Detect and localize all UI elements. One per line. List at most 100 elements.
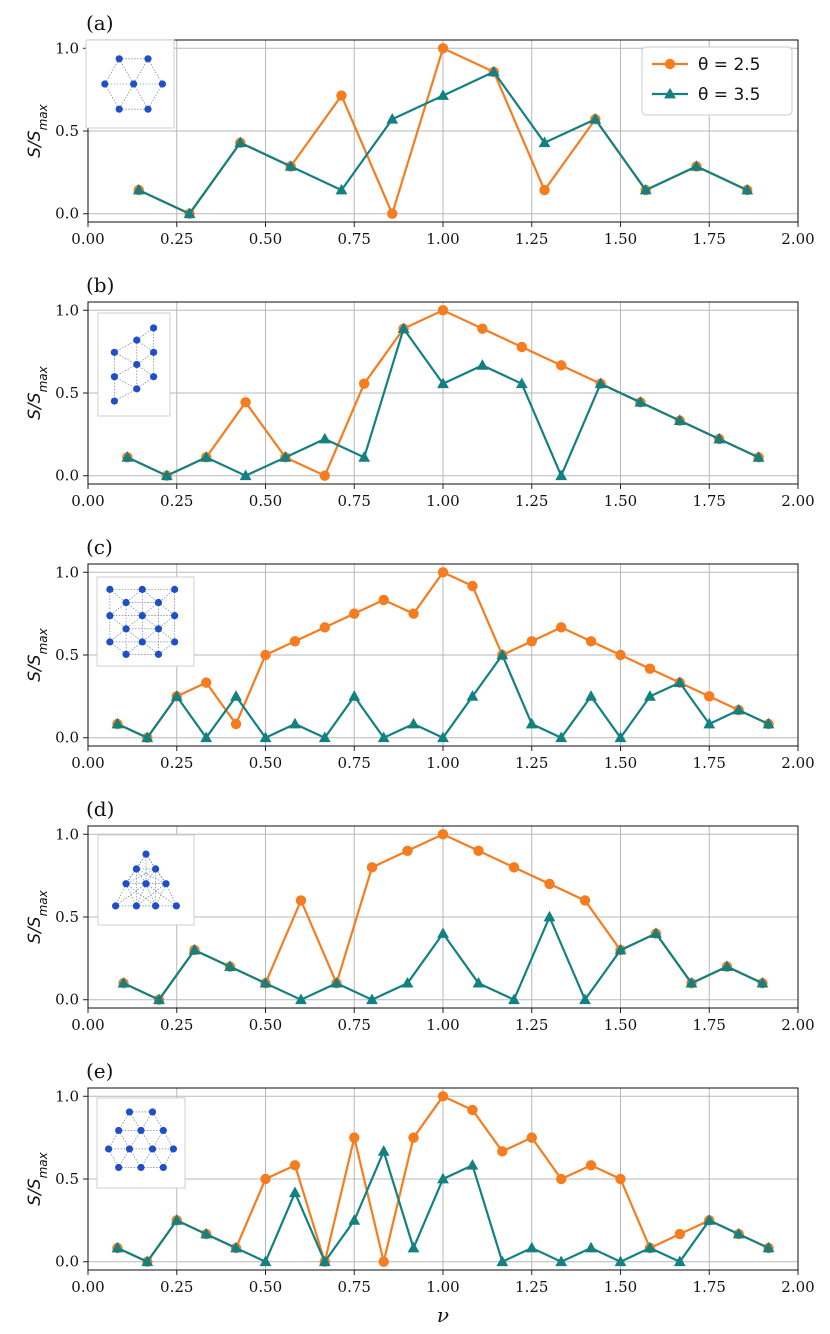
lattice-site bbox=[159, 1126, 167, 1135]
data-point bbox=[539, 184, 550, 196]
lattice-site bbox=[122, 650, 130, 658]
data-point bbox=[615, 1173, 626, 1185]
data-point bbox=[544, 878, 555, 890]
data-point bbox=[377, 1145, 390, 1156]
lattice-site bbox=[138, 638, 146, 646]
data-point bbox=[690, 160, 703, 171]
lattice-site bbox=[106, 638, 114, 646]
data-point bbox=[408, 608, 419, 619]
data-point bbox=[639, 183, 652, 195]
data-point bbox=[111, 717, 124, 729]
data-point bbox=[752, 451, 765, 462]
data-point bbox=[497, 1146, 508, 1157]
y-axis-label-main: S/S bbox=[25, 654, 45, 682]
lattice-site bbox=[144, 105, 152, 113]
x-tick-label: 0.00 bbox=[71, 1016, 104, 1034]
y-axis-label-subscript: max bbox=[36, 889, 50, 916]
data-point bbox=[239, 469, 252, 481]
data-point bbox=[594, 377, 607, 389]
x-tick-label: 0.00 bbox=[71, 230, 104, 248]
data-point bbox=[336, 90, 347, 101]
data-point bbox=[378, 594, 389, 606]
x-tick-label: 1.50 bbox=[604, 230, 637, 248]
data-point bbox=[615, 649, 626, 661]
data-point bbox=[508, 862, 520, 873]
lattice-bond bbox=[114, 364, 137, 377]
lattice-site bbox=[154, 650, 163, 658]
y-axis-label-subscript: max bbox=[36, 627, 50, 654]
data-point bbox=[756, 976, 769, 988]
y-tick-label: 1.0 bbox=[55, 825, 79, 843]
data-point bbox=[487, 65, 500, 77]
data-point bbox=[437, 1091, 449, 1102]
x-tick-label: 2.00 bbox=[781, 230, 814, 248]
lattice-site bbox=[150, 348, 158, 356]
x-tick-label: 0.75 bbox=[338, 754, 371, 772]
legend-marker-triangle bbox=[664, 87, 676, 99]
x-tick-label: 0.25 bbox=[160, 1016, 193, 1034]
data-point bbox=[407, 1241, 420, 1253]
lattice-bond bbox=[147, 83, 163, 110]
lattice-site bbox=[154, 625, 163, 633]
data-point bbox=[348, 690, 361, 701]
x-tick-label: 1.00 bbox=[426, 754, 459, 772]
lattice-site bbox=[138, 585, 146, 593]
data-point bbox=[762, 717, 775, 729]
chart-panel-c: 0.00 0.25 0.50 0.75 1.00 1.25 1.50 1.75 2.00 0.0 0… bbox=[25, 535, 815, 772]
x-tick-label: 1.50 bbox=[604, 1278, 637, 1296]
data-point bbox=[437, 89, 449, 100]
lattice-site bbox=[101, 80, 109, 88]
x-tick-label: 1.50 bbox=[604, 1016, 637, 1034]
data-point bbox=[543, 910, 556, 922]
lattice-bond bbox=[147, 58, 163, 85]
panel-label: (a) bbox=[86, 11, 114, 35]
data-point bbox=[160, 469, 173, 481]
lattice-site bbox=[125, 1145, 134, 1153]
lattice-site bbox=[115, 105, 123, 113]
data-point bbox=[318, 1255, 331, 1267]
chart-panel-a: 0.00 0.25 0.50 0.75 1.00 1.25 1.50 1.75 2.00 0.0 0… bbox=[25, 11, 815, 248]
data-point bbox=[741, 183, 754, 195]
chart-panel-b: 0.00 0.25 0.50 0.75 1.00 1.25 1.50 1.75 2.00 0.0 0… bbox=[25, 273, 815, 510]
data-point bbox=[117, 976, 130, 988]
x-tick-label: 1.00 bbox=[426, 1278, 459, 1296]
data-point bbox=[234, 136, 247, 148]
lattice-site bbox=[115, 1163, 123, 1172]
data-point bbox=[555, 1255, 568, 1267]
lattice-bond bbox=[155, 883, 167, 907]
lattice-site bbox=[106, 585, 114, 593]
data-point bbox=[466, 1159, 479, 1170]
data-point bbox=[289, 717, 301, 729]
panel-label: (d) bbox=[86, 797, 114, 821]
data-point bbox=[259, 976, 272, 988]
data-point bbox=[386, 113, 399, 124]
y-tick-label: 0.0 bbox=[55, 991, 79, 1009]
lattice-site bbox=[142, 850, 150, 858]
data-point bbox=[585, 690, 597, 701]
data-point bbox=[614, 731, 627, 743]
lattice-site bbox=[115, 55, 123, 63]
lattice-site bbox=[137, 1126, 145, 1135]
data-point bbox=[260, 649, 271, 661]
lattice-bond bbox=[129, 1111, 142, 1131]
lattice-site bbox=[172, 902, 180, 910]
lattice-bond bbox=[125, 868, 156, 884]
lattice-site bbox=[122, 880, 130, 888]
data-point bbox=[259, 1255, 272, 1267]
lattice-inset bbox=[96, 576, 195, 667]
data-point bbox=[318, 731, 331, 743]
data-point bbox=[121, 451, 134, 462]
lattice-bond bbox=[136, 883, 167, 907]
y-tick-label: 0.0 bbox=[55, 729, 79, 747]
data-point bbox=[644, 1241, 656, 1253]
data-point bbox=[230, 690, 242, 701]
data-point bbox=[240, 397, 251, 408]
data-point bbox=[555, 731, 568, 743]
lattice-bond bbox=[114, 388, 137, 402]
data-point bbox=[230, 1241, 242, 1253]
lattice-site bbox=[154, 598, 163, 607]
x-tick-label: 0.75 bbox=[338, 492, 371, 510]
panel-label: (e) bbox=[86, 1059, 113, 1083]
data-point bbox=[472, 976, 485, 988]
